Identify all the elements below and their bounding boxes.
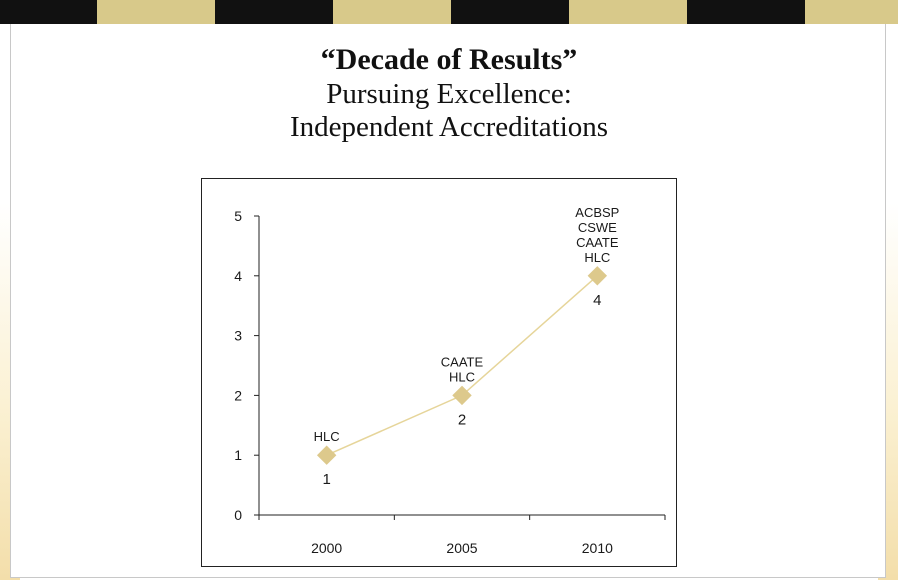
- x-tick-label: 2005: [446, 540, 477, 556]
- x-tick-label: 2000: [311, 540, 342, 556]
- data-label: 4: [593, 292, 601, 309]
- title-block: “Decade of Results” Pursuing Excellence:…: [0, 42, 898, 144]
- diamond-marker: [316, 445, 337, 465]
- top-stripe-bar: [0, 0, 898, 24]
- stripe-gold: [97, 0, 215, 24]
- annotation-label: ACBSP: [575, 205, 619, 220]
- stripe-gold: [805, 0, 898, 24]
- annotation-label: HLC: [314, 429, 340, 444]
- chart-container: 0 1 2 3 4 5 2000 2005 2010 1 HLC 2 CAATE HLC 4 ACBSP CSW…: [201, 178, 677, 567]
- x-tick-label: 2010: [582, 540, 613, 556]
- slide-subtitle-line2: Independent Accreditations: [289, 111, 609, 143]
- stripe-dark: [0, 0, 97, 24]
- stripe-gold: [333, 0, 451, 24]
- annotation-label: HLC: [449, 369, 475, 384]
- slide-subtitle-line1: Pursuing Excellence:: [326, 78, 572, 110]
- stripe-gold: [569, 0, 687, 24]
- y-tick-label: 1: [234, 447, 242, 463]
- slide-title: “Decade of Results”: [320, 43, 578, 76]
- stripe-dark: [215, 0, 333, 24]
- stripe-dark: [451, 0, 569, 24]
- stripe-dark: [687, 0, 805, 24]
- diamond-marker: [587, 266, 608, 286]
- annotation-label: CAATE: [576, 235, 619, 250]
- data-label: 2: [458, 411, 466, 428]
- annotation-label: CAATE: [441, 354, 484, 369]
- y-tick-label: 0: [234, 507, 242, 523]
- y-tick-label: 5: [234, 208, 242, 224]
- y-tick-label: 3: [234, 328, 242, 344]
- diamond-marker: [452, 385, 472, 406]
- y-tick-label: 4: [234, 268, 242, 284]
- data-label: 1: [322, 471, 330, 488]
- y-tick-label: 2: [234, 387, 242, 403]
- annotation-label: CSWE: [578, 220, 617, 235]
- annotation-label: HLC: [584, 250, 610, 265]
